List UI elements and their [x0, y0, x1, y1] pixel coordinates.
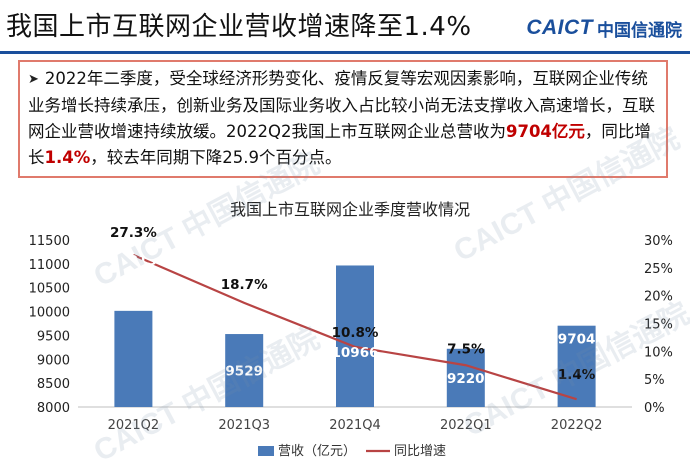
summary-text-2: ，同比增长 [28, 122, 651, 167]
revenue-data-label: 10966 [332, 345, 379, 361]
y-left-tick-label: 10500 [29, 282, 70, 297]
logo-cn: 中国信通院 [597, 20, 682, 41]
y-left-tick-label: 8000 [37, 401, 70, 416]
legend-swatch-bar [258, 446, 274, 456]
summary-text-3: ，较去年同期下降25.9个百分点。 [90, 148, 342, 167]
y-right-tick-label: 5% [644, 373, 665, 388]
revenue-data-label: 9529 [225, 364, 263, 380]
revenue-bar [114, 310, 153, 407]
revenue-data-label: 9704 [558, 332, 596, 348]
y-left-tick-label: 8500 [37, 377, 70, 392]
summary-highlight-revenue: 9704亿元 [505, 122, 585, 141]
summary-highlight-growth: 1.4% [44, 148, 91, 167]
x-tick-label: 2022Q1 [440, 418, 492, 433]
bullet-arrow-icon: ➤ [28, 72, 39, 87]
growth-data-label: 10.8% [332, 325, 379, 341]
growth-data-label: 18.7% [221, 277, 268, 293]
y-left-tick-label: 9000 [37, 353, 70, 368]
y-right-tick-label: 15% [644, 318, 673, 333]
x-tick-label: 2021Q4 [329, 418, 381, 433]
y-left-tick-label: 9500 [37, 329, 70, 344]
legend-label-revenue: 营收（亿元） [278, 444, 356, 459]
y-right-tick-label: 20% [644, 290, 673, 305]
y-right-tick-label: 30% [644, 234, 673, 249]
y-right-tick-label: 0% [644, 401, 665, 416]
y-right-tick-label: 25% [644, 262, 673, 277]
revenue-bar [446, 348, 485, 407]
revenue-bar [557, 325, 596, 407]
revenue-bar [336, 265, 374, 407]
revenue-data-label: 9220 [447, 371, 485, 387]
y-right-tick-label: 10% [644, 345, 673, 360]
y-left-tick-label: 11000 [29, 258, 70, 273]
x-tick-label: 2022Q2 [551, 418, 603, 433]
y-left-tick-label: 11500 [29, 234, 70, 249]
logo-latin: CAICT [526, 16, 593, 39]
chart-title: 我国上市互联网企业季度营收情况 [230, 200, 470, 219]
growth-data-label: 27.3% [110, 225, 157, 241]
growth-data-label: 7.5% [447, 341, 485, 357]
revenue-data-label: 10015 [110, 253, 157, 269]
caict-logo: CAICT 中国信通院 [526, 14, 682, 42]
legend-label-growth: 同比增速 [394, 444, 446, 459]
revenue-chart: 我国上市互联网企业季度营收情况 8000 8500 9000 9500 10000 105… [29, 200, 673, 459]
page-title: 我国上市互联网企业营收增速降至1.4% [6, 12, 472, 42]
header-divider [0, 51, 690, 54]
growth-line [132, 254, 577, 401]
y-left-tick-label: 10000 [29, 306, 70, 321]
revenue-bar [225, 334, 264, 407]
growth-data-label: 1.4% [558, 367, 596, 383]
x-tick-label: 2021Q2 [108, 418, 160, 433]
summary-text-1: 2022年二季度，受全球经济形势变化、疫情反复等宏观因素影响，互联网企业传统业务… [28, 69, 655, 141]
x-tick-label: 2021Q3 [218, 418, 270, 433]
summary-box: ➤ 2022年二季度，受全球经济形势变化、疫情反复等宏观因素影响，互联网企业传统业… [18, 60, 668, 178]
